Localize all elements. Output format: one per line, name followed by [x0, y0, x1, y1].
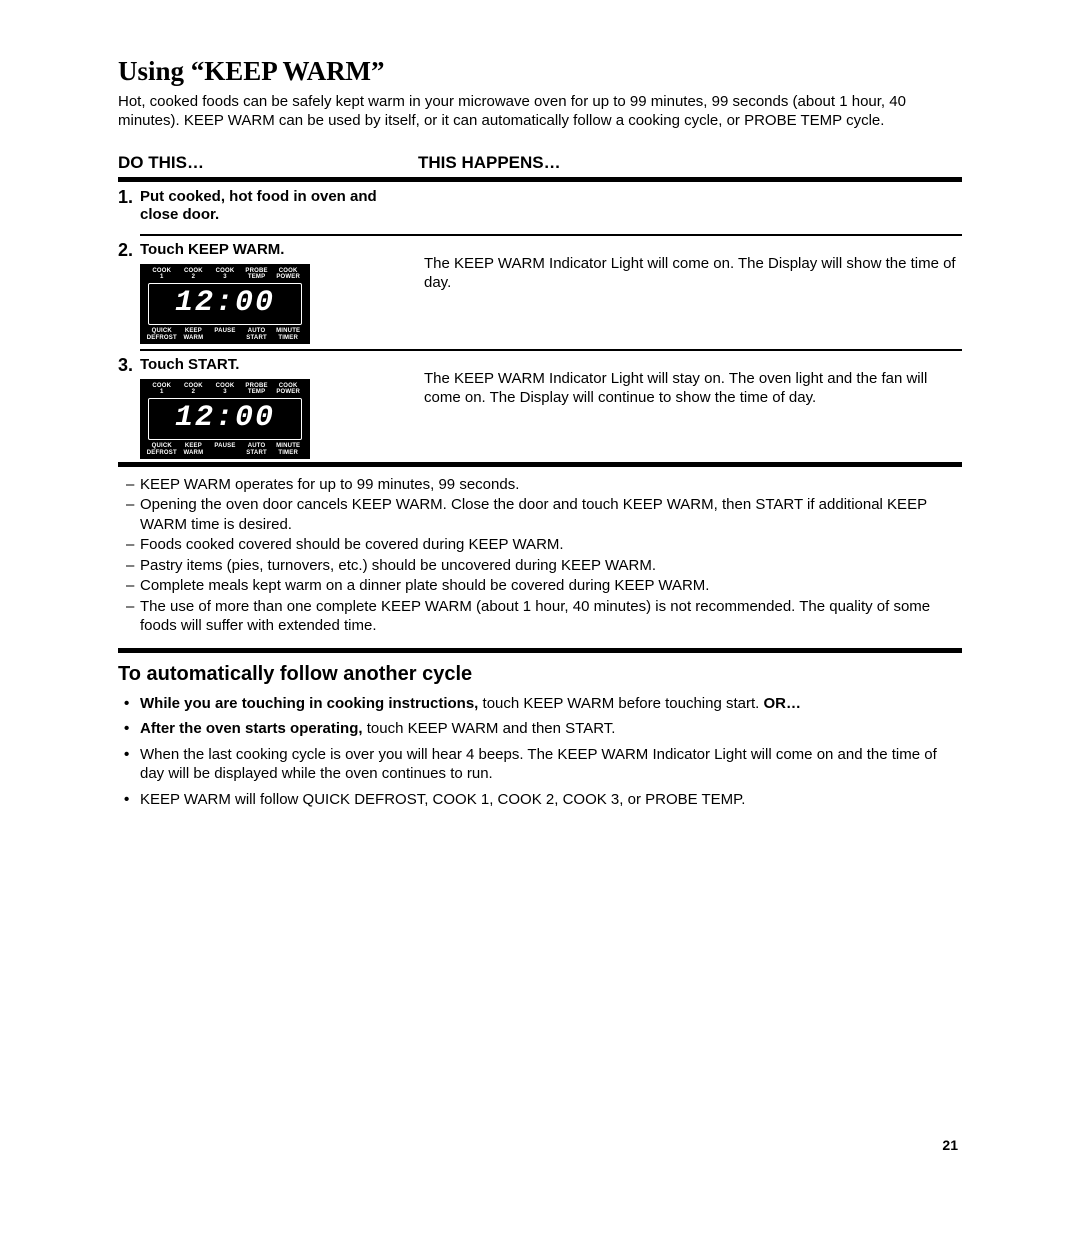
step-action: Touch START. [140, 356, 418, 375]
step: 2.Touch KEEP WARM. COOK1COOK2COOK3PROBETE… [118, 241, 962, 344]
step: 3.Touch START. COOK1COOK2COOK3PROBETEMPCO… [118, 356, 962, 459]
step-result [418, 188, 424, 230]
note-item: –KEEP WARM operates for up to 99 minutes… [126, 475, 962, 495]
bullet-item: •KEEP WARM will follow QUICK DEFROST, CO… [124, 790, 962, 810]
note-item: –Opening the oven door cancels KEEP WARM… [126, 495, 962, 534]
notes-list: –KEEP WARM operates for up to 99 minutes… [118, 475, 962, 636]
divider [118, 177, 962, 182]
header-do-this: DO THIS… [118, 153, 418, 173]
control-panel-illustration: COOK1COOK2COOK3PROBETEMPCOOKPOWER12:00QU… [140, 379, 310, 459]
column-headers: DO THIS… THIS HAPPENS… [118, 153, 962, 173]
header-this-happens: THIS HAPPENS… [418, 153, 962, 173]
step-result: The KEEP WARM Indicator Light will come … [418, 241, 962, 344]
divider [140, 234, 962, 236]
auto-follow-heading: To automatically follow another cycle [118, 663, 962, 686]
bullet-item: •While you are touching in cooking instr… [124, 694, 962, 714]
note-item: –The use of more than one complete KEEP … [126, 597, 962, 636]
step-number: 2. [118, 241, 140, 261]
auto-follow-list: •While you are touching in cooking instr… [118, 694, 962, 810]
bullet-item: •After the oven starts operating, touch … [124, 719, 962, 739]
note-item: –Foods cooked covered should be covered … [126, 535, 962, 555]
step-result: The KEEP WARM Indicator Light will stay … [418, 356, 962, 459]
page-title: Using “KEEP WARM” [118, 56, 962, 87]
divider [118, 648, 962, 653]
bullet-item: •When the last cooking cycle is over you… [124, 745, 962, 784]
intro-text: Hot, cooked foods can be safely kept war… [118, 93, 962, 131]
note-item: –Complete meals kept warm on a dinner pl… [126, 576, 962, 596]
divider [118, 462, 962, 467]
note-item: –Pastry items (pies, turnovers, etc.) sh… [126, 556, 962, 576]
control-panel-illustration: COOK1COOK2COOK3PROBETEMPCOOKPOWER12:00QU… [140, 264, 310, 344]
step-number: 3. [118, 356, 140, 376]
step-action: Touch KEEP WARM. [140, 241, 418, 260]
divider [140, 349, 962, 351]
step-action: Put cooked, hot food in oven and close d… [140, 188, 418, 226]
page-number: 21 [942, 1137, 958, 1153]
step: 1.Put cooked, hot food in oven and close… [118, 188, 962, 230]
step-number: 1. [118, 188, 140, 208]
